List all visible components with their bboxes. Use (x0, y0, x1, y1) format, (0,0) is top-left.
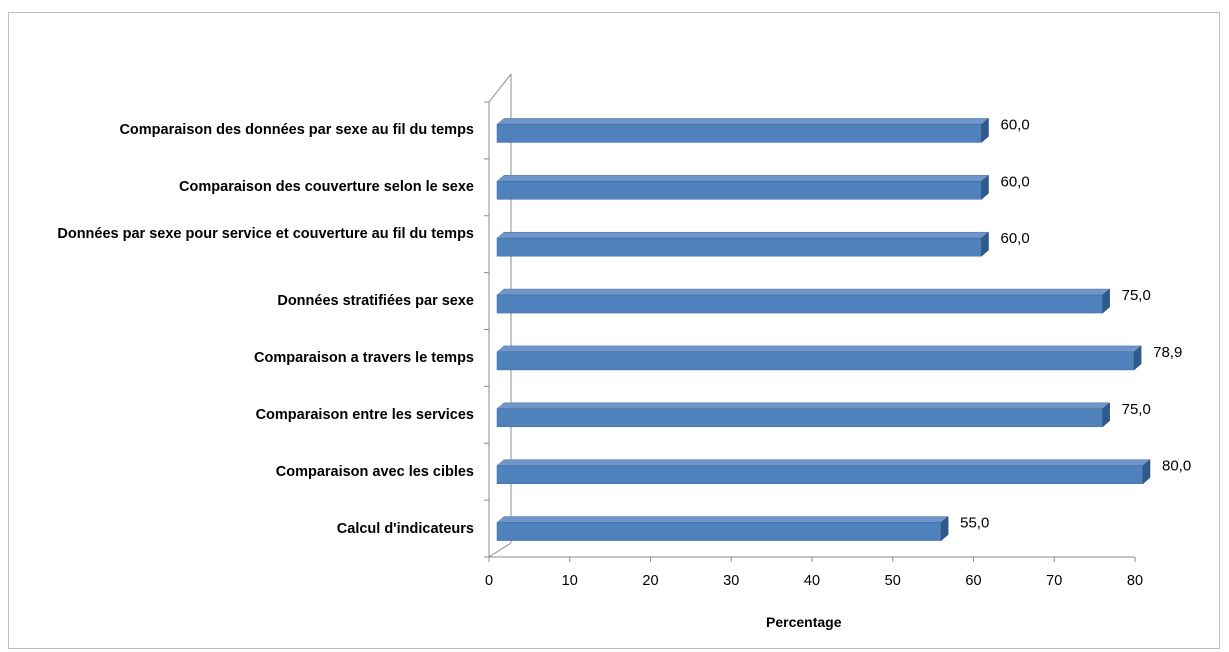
data-label: 80,0 (1162, 458, 1191, 475)
x-axis-title: Percentage (766, 614, 842, 630)
category-label: Comparaison des couverture selon le sexe (179, 179, 474, 196)
data-label: 60,0 (1001, 116, 1030, 133)
category-label: Calcul d'indicateurs (336, 520, 474, 537)
x-tick-label: 40 (804, 573, 820, 589)
category-label: Comparaison des données par sexe au fil … (119, 122, 474, 139)
bar-end-face (981, 231, 989, 257)
x-tick-label: 10 (562, 573, 578, 589)
bar-top-face (496, 345, 1142, 353)
bar (496, 294, 1103, 314)
bar (496, 522, 942, 541)
x-tick-label: 30 (723, 573, 739, 589)
data-label: 75,0 (1122, 401, 1151, 418)
x-tick-label: 80 (1127, 573, 1143, 589)
bar (496, 408, 1103, 428)
bar-end-face (981, 174, 989, 200)
x-tick-label: 70 (1046, 573, 1062, 589)
bar-top-face (496, 402, 1111, 410)
x-tick-label: 20 (642, 573, 658, 589)
category-label: Données stratifiées par sexe (277, 293, 474, 310)
data-label: 78,9 (1153, 344, 1182, 361)
bar-top-face (496, 118, 990, 125)
bar-top-face (496, 516, 949, 523)
bar (496, 465, 1144, 484)
bar-end-face (981, 117, 989, 143)
bar-top-face (496, 459, 1151, 466)
bar-end-face (1102, 402, 1110, 428)
category-label: Comparaison avec les cibles (275, 463, 474, 480)
bar (496, 181, 982, 200)
bar-top-face (496, 288, 1111, 296)
bar (496, 124, 982, 143)
category-label: Données par sexe pour service et couvert… (57, 226, 474, 243)
bar-top-face (496, 175, 990, 182)
bar-top-face (496, 231, 990, 239)
bar-end-face (1142, 459, 1151, 485)
category-label: Comparaison a travers le temps (253, 349, 474, 366)
data-label: 60,0 (1001, 230, 1030, 247)
bar-end-face (1133, 345, 1142, 371)
x-tick-label: 60 (965, 573, 981, 589)
data-label: 60,0 (1001, 173, 1030, 190)
bar (496, 351, 1135, 371)
data-label: 55,0 (960, 515, 989, 532)
bar-end-face (1102, 288, 1110, 314)
x-tick-label: 0 (485, 573, 493, 589)
axis-top-depth-line (488, 73, 512, 103)
x-tick-label: 50 (885, 573, 901, 589)
chart-frame (8, 12, 1220, 649)
bar-end-face (940, 516, 949, 542)
bar (496, 237, 982, 257)
data-label: 75,0 (1122, 287, 1151, 304)
category-label: Comparaison entre les services (255, 406, 474, 423)
axis-depth-line (488, 542, 512, 558)
